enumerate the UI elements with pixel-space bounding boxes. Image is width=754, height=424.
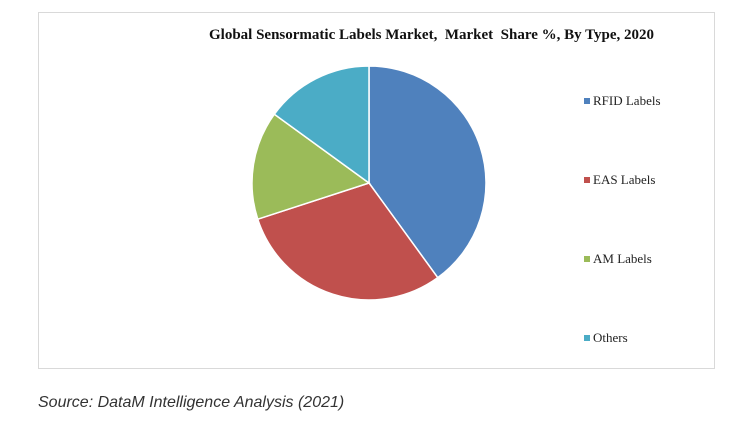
chart-frame: Global Sensormatic Labels Market, Market…	[38, 12, 715, 369]
legend-item-eas-labels: EAS Labels	[584, 170, 661, 190]
pie-slice-rfid-labels	[368, 65, 487, 279]
legend-item-others: Others	[584, 328, 661, 348]
legend: RFID Labels EAS Labels AM Labels Others	[584, 91, 661, 407]
legend-swatch	[584, 335, 590, 341]
source-note: Source: DataM Intelligence Analysis (202…	[38, 394, 345, 411]
legend-label: RFID Labels	[593, 93, 661, 108]
pie-slice-eas-labels	[256, 182, 439, 301]
pie-slice-am-labels	[251, 113, 371, 221]
legend-item-rfid-labels: RFID Labels	[584, 91, 661, 111]
legend-label: Others	[593, 330, 628, 345]
legend-swatch	[584, 177, 590, 183]
pie-slices	[251, 65, 487, 301]
legend-label: EAS Labels	[593, 172, 656, 187]
pie-chart	[251, 65, 487, 301]
chart-title: Global Sensormatic Labels Market, Market…	[209, 27, 654, 43]
legend-swatch	[584, 256, 590, 262]
legend-item-am-labels: AM Labels	[584, 249, 661, 269]
pie-slice-others	[273, 65, 370, 185]
legend-swatch	[584, 98, 590, 104]
legend-label: AM Labels	[593, 251, 652, 266]
